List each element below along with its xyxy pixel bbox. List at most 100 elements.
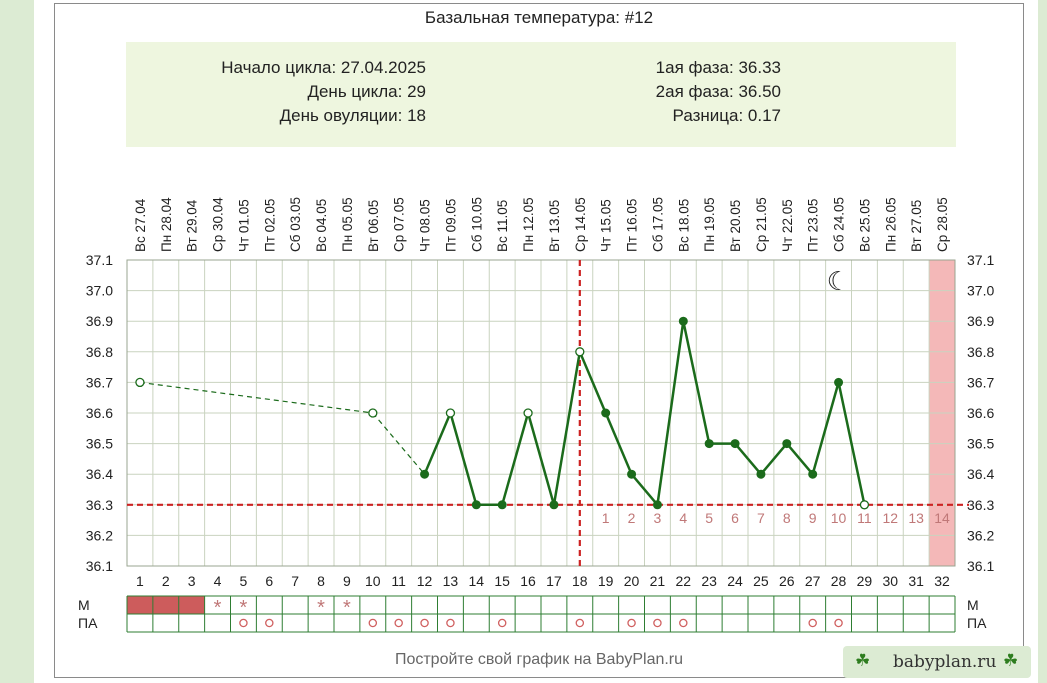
luteal-day-label: 11 [857, 510, 872, 526]
temperature-point-open [445, 408, 456, 418]
luteal-day-label: 4 [679, 510, 687, 526]
temperature-segment [682, 320, 711, 444]
temperature-point [601, 408, 611, 418]
date-label: Сб 10.05 [469, 197, 484, 252]
cycle-day-number: 11 [391, 573, 406, 589]
cycle-day-number: 1 [136, 573, 144, 589]
y-tick-label-right: 36.9 [967, 313, 994, 329]
m-star-mark: * [343, 597, 351, 619]
date-label: Чт 22.05 [780, 199, 795, 252]
pa-circle-mark [679, 618, 688, 628]
luteal-day-label: 14 [934, 510, 950, 526]
temperature-segment-dashed [139, 381, 373, 414]
temperature-point [471, 500, 481, 510]
date-label: Пт 16.05 [625, 199, 640, 252]
cycle-day-number: 24 [727, 573, 743, 589]
temperature-point [627, 469, 637, 479]
pa-circle-mark [627, 618, 636, 628]
cycle-day-number: 17 [546, 573, 562, 589]
pa-row-label-left: ПА [78, 615, 98, 631]
date-label: Чт 01.05 [236, 199, 251, 252]
date-label: Сб 17.05 [650, 197, 665, 252]
temperature-segment [500, 412, 530, 506]
cycle-day-number: 2 [162, 573, 170, 589]
temperature-segment [604, 412, 633, 475]
temperature-point [497, 500, 507, 510]
cycle-day-number: 29 [857, 573, 873, 589]
luteal-day-label: 7 [757, 510, 765, 526]
m-row-label-right: М [967, 597, 979, 613]
date-label: Пн 19.05 [702, 197, 717, 252]
cycle-day-number: 22 [676, 573, 692, 589]
temperature-point [730, 439, 740, 449]
ovulation-day: День овуляции: 18 [279, 106, 426, 125]
temperature-point-open [575, 347, 585, 357]
pa-circle-mark [394, 618, 403, 628]
cycle-day-number: 6 [265, 573, 273, 589]
luteal-day-label: 13 [908, 510, 924, 526]
date-label: Вт 27.05 [909, 200, 924, 252]
cycle-day-number: 3 [188, 573, 196, 589]
y-tick-label-left: 36.9 [86, 313, 113, 329]
temperature-point-open [523, 408, 533, 418]
y-tick-label-left: 36.5 [86, 436, 113, 452]
y-tick-label-left: 36.4 [86, 466, 113, 482]
y-tick-label-left: 37.0 [86, 283, 113, 299]
footer-promo-text: Постройте свой график на BabyPlan.ru [394, 651, 684, 668]
luteal-day-label: 1 [602, 510, 610, 526]
temperature-point-open [135, 377, 145, 388]
pa-circle-mark [575, 618, 585, 628]
m-star-mark: * [240, 597, 248, 619]
date-label: Ср 14.05 [573, 197, 588, 252]
pa-circle-mark [368, 618, 378, 628]
pa-row-label-right: ПА [967, 615, 987, 631]
moon-icon: ☾ [827, 266, 850, 296]
cycle-day-number: 20 [624, 573, 640, 589]
pa-circle-mark [808, 618, 817, 628]
phase2-average: 2ая фаза: 36.50 [655, 82, 781, 101]
clover-icon: ☘ [855, 651, 871, 670]
cycle-day-number: 10 [365, 573, 381, 589]
temperature-point [549, 500, 559, 510]
cycle-day-number: 14 [469, 573, 485, 589]
cycle-day: День цикла: 29 [307, 82, 426, 101]
y-tick-label-left: 36.2 [86, 527, 113, 543]
luteal-day-label: 3 [654, 510, 662, 526]
temperature-segment [811, 382, 840, 475]
right-page-band [1038, 0, 1047, 683]
babyplan-badge[interactable]: ☘ babyplan.ru ☘ [843, 646, 1031, 678]
luteal-day-label: 5 [705, 510, 713, 526]
cycle-day-number: 8 [317, 573, 325, 589]
left-page-band [0, 0, 34, 683]
luteal-day-label: 12 [883, 510, 899, 526]
badge-label: babyplan.ru [893, 652, 997, 672]
cycle-day-number: 15 [494, 573, 510, 589]
pa-circle-mark [653, 618, 662, 628]
temperature-point-open [368, 408, 378, 418]
m-star-mark: * [317, 597, 325, 619]
y-tick-label-right: 36.4 [967, 466, 994, 482]
cycle-day-number: 23 [701, 573, 717, 589]
temperature-point [756, 469, 766, 479]
cycle-day-number: 25 [753, 573, 769, 589]
cycle-day-number: 5 [240, 573, 248, 589]
y-tick-label-right: 36.5 [967, 436, 994, 452]
y-tick-label-right: 36.7 [967, 374, 994, 390]
y-tick-label-left: 36.6 [86, 405, 113, 421]
cycle-info-right: 1ая фаза: 36.33 2ая фаза: 36.50 Разница:… [126, 56, 781, 128]
cycle-day-number: 18 [572, 573, 588, 589]
luteal-day-label: 8 [783, 510, 791, 526]
date-label: Пт 23.05 [806, 199, 821, 252]
m-star-mark: * [214, 597, 222, 619]
temperature-segment-dashed [372, 412, 426, 475]
temperature-point [678, 316, 688, 326]
cycle-day-number: 7 [291, 573, 299, 589]
temperature-segment [785, 442, 814, 476]
date-label: Вт 29.04 [185, 199, 200, 252]
date-label: Ср 28.05 [935, 197, 950, 252]
date-label: Ср 30.04 [211, 197, 226, 252]
cycle-day-number: 19 [598, 573, 614, 589]
cycle-info-panel: Начало цикла: 27.04.2025 День цикла: 29 … [126, 42, 956, 147]
pa-circle-mark [834, 618, 843, 628]
y-tick-label-right: 36.2 [967, 527, 994, 543]
